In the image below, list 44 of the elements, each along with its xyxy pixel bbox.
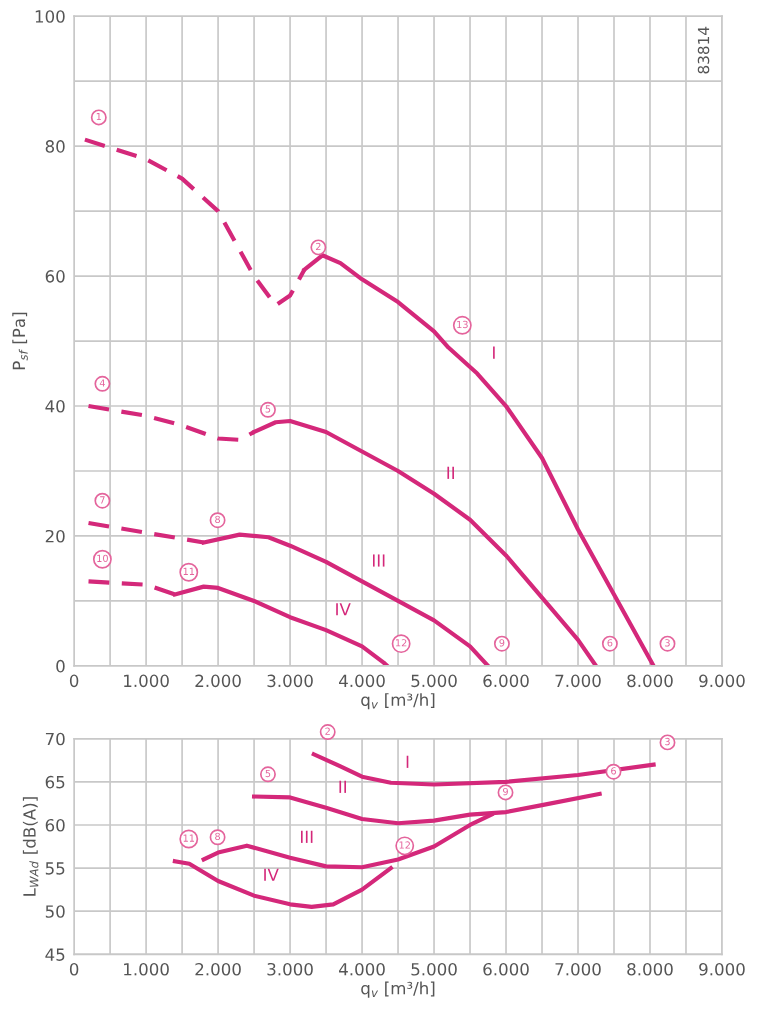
x-tick-label: 9.000 bbox=[699, 962, 745, 976]
x-tick-label: 7.000 bbox=[555, 674, 601, 688]
y-tick-label: 60 bbox=[45, 818, 65, 832]
y-tick-label: 65 bbox=[45, 775, 65, 789]
x-tick-label: 3.000 bbox=[267, 674, 313, 688]
x-tick-label: 3.000 bbox=[267, 962, 313, 976]
y-tick-label: 40 bbox=[45, 399, 65, 413]
y-tick-label: 50 bbox=[45, 905, 65, 918]
x-tick-label: 4.000 bbox=[339, 674, 385, 688]
x-tick-label: 4.000 bbox=[339, 962, 385, 976]
y-tick-label: 0 bbox=[56, 659, 65, 673]
x-tick-label: 8.000 bbox=[627, 674, 673, 688]
annotation: II bbox=[447, 466, 454, 479]
x-tick-label: 1.000 bbox=[124, 962, 169, 976]
x-axis-title: q$_{v}$ [m³/h] bbox=[361, 981, 435, 998]
y-tick-label: 20 bbox=[45, 529, 65, 543]
x-tick-label: 6.000 bbox=[483, 962, 529, 976]
x-tick-label: 1.000 bbox=[124, 674, 169, 688]
annotation: II bbox=[339, 780, 346, 793]
y-tick-label: 45 bbox=[45, 948, 65, 961]
x-tick-label: 5.000 bbox=[411, 674, 457, 688]
x-tick-label: 7.000 bbox=[555, 962, 601, 976]
x-axis-title: q$_{v}$ [m³/h] bbox=[361, 693, 435, 710]
x-tick-label: 2.000 bbox=[195, 962, 241, 976]
annotation: IV bbox=[336, 603, 351, 616]
y-tick-label: 100 bbox=[35, 10, 65, 23]
y-tick-label: 80 bbox=[45, 140, 65, 153]
annotation: I bbox=[493, 346, 495, 359]
annotation: I bbox=[406, 755, 409, 768]
y-axis-title: P$_{sf}$ [Pa] bbox=[12, 312, 28, 370]
x-tick-label: 6.000 bbox=[483, 674, 529, 688]
y-tick-label: 55 bbox=[45, 862, 65, 875]
x-tick-label: 2.000 bbox=[195, 674, 241, 688]
x-tick-label: 0 bbox=[69, 674, 79, 688]
y-axis-title: L$_{WAd}$ [dB(A)] bbox=[22, 797, 39, 896]
x-tick-label: 5.000 bbox=[411, 962, 457, 976]
y-tick-label: 70 bbox=[45, 732, 65, 746]
annotation: IV bbox=[264, 868, 279, 881]
annotation: III bbox=[372, 554, 385, 567]
y-tick-label: 60 bbox=[45, 270, 65, 283]
x-tick-label: 9.000 bbox=[699, 674, 745, 688]
annotation: III bbox=[300, 830, 313, 843]
x-tick-label: 0 bbox=[69, 962, 79, 976]
x-tick-label: 8.000 bbox=[627, 962, 673, 976]
